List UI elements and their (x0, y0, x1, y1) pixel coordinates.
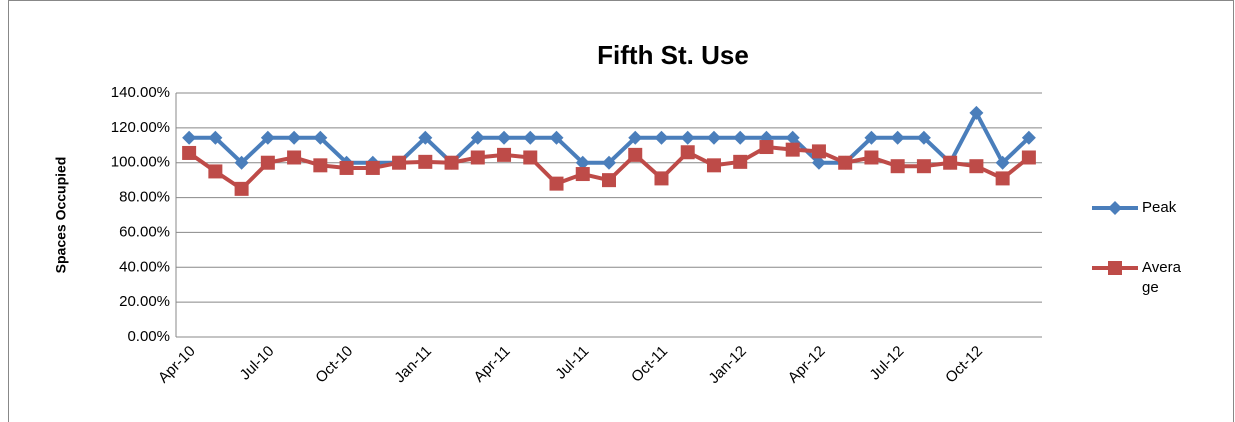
marker (811, 144, 826, 159)
x-tick-label: Jul-11 (552, 343, 592, 383)
marker (392, 155, 407, 170)
marker (706, 130, 721, 145)
chart-title: Fifth St. Use (597, 40, 749, 70)
marker (628, 147, 643, 162)
marker (523, 150, 538, 165)
marker (969, 159, 984, 174)
x-tick-label: Jan-11 (391, 343, 435, 387)
marker (759, 140, 774, 155)
marker (1021, 130, 1036, 145)
marker (287, 150, 302, 165)
marker (470, 150, 485, 165)
marker (733, 130, 748, 145)
marker (182, 130, 197, 145)
marker (497, 147, 512, 162)
x-tick-label: Oct-10 (312, 343, 356, 387)
marker (365, 160, 380, 175)
marker (995, 171, 1010, 186)
marker (549, 176, 564, 191)
marker (497, 130, 512, 145)
x-tick-label: Oct-11 (628, 343, 671, 386)
legend-label: Peak (1142, 199, 1177, 216)
chart-frame (8, 0, 1234, 422)
marker (1021, 150, 1036, 165)
marker (208, 164, 223, 179)
marker (208, 130, 223, 145)
marker (995, 155, 1010, 170)
marker (864, 130, 879, 145)
marker (785, 142, 800, 157)
marker (890, 159, 905, 174)
marker (602, 155, 616, 170)
marker (680, 145, 695, 160)
marker (339, 160, 354, 175)
marker (969, 105, 984, 120)
marker (260, 155, 275, 170)
marker (811, 155, 826, 170)
marker (654, 171, 669, 186)
marker (234, 155, 249, 170)
legend-label: Average (1142, 259, 1181, 296)
marker (838, 155, 853, 170)
legend-marker (1108, 261, 1122, 275)
marker (182, 145, 197, 160)
marker (313, 158, 328, 173)
marker (418, 154, 433, 169)
y-tick-label: 140.00% (111, 84, 170, 101)
marker (890, 130, 905, 145)
marker (785, 130, 800, 145)
marker (864, 150, 879, 165)
marker (916, 130, 931, 145)
marker (287, 130, 302, 145)
marker (654, 130, 669, 145)
marker (628, 130, 643, 145)
x-tick-label: Apr-11 (471, 343, 514, 386)
x-tick-label: Oct-12 (942, 343, 986, 387)
marker (733, 154, 748, 169)
marker (706, 158, 721, 173)
marker (260, 130, 275, 145)
y-tick-label: 20.00% (119, 293, 170, 310)
x-tick-label: Jul-12 (866, 343, 907, 384)
x-tick-label: Apr-12 (785, 343, 829, 387)
marker (916, 159, 931, 174)
y-tick-label: 0.00% (127, 328, 170, 345)
y-tick-label: 60.00% (119, 223, 170, 240)
marker (602, 173, 616, 188)
y-tick-label: 40.00% (119, 258, 170, 275)
marker (680, 130, 695, 145)
x-tick-label: Jul-10 (237, 343, 278, 384)
marker (313, 130, 328, 145)
marker (418, 130, 433, 145)
marker (523, 130, 538, 145)
marker (234, 181, 249, 196)
x-tick-label: Apr-10 (155, 343, 199, 387)
x-tick-label: Jan-12 (705, 343, 749, 387)
marker (444, 155, 459, 170)
y-tick-label: 80.00% (119, 189, 170, 206)
marker (575, 167, 590, 182)
legend-marker (1108, 201, 1122, 215)
y-tick-label: 120.00% (111, 119, 170, 136)
y-tick-label: 100.00% (111, 154, 170, 171)
y-axis-title: Spaces Occupied (53, 157, 69, 274)
marker (575, 155, 590, 170)
marker (943, 155, 958, 170)
marker (549, 130, 564, 145)
marker (470, 130, 485, 145)
